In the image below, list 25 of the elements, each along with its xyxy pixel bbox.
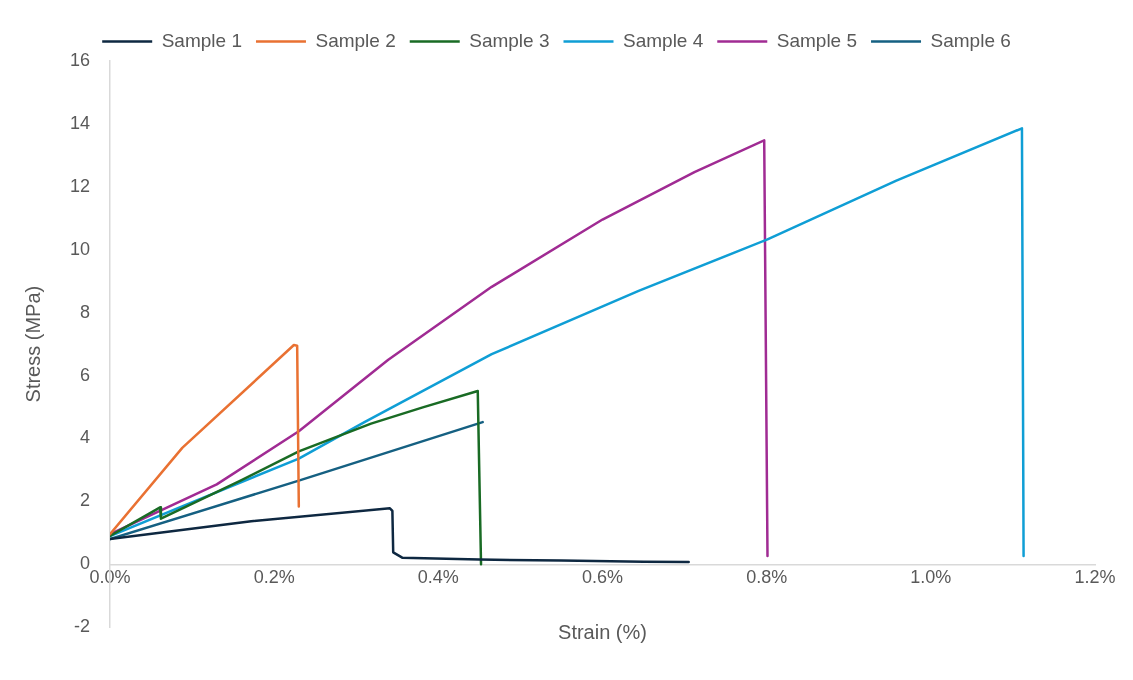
x-tick-label: 0.0% <box>89 567 131 588</box>
y-tick-label: 4 <box>80 427 91 448</box>
legend-label: Sample 2 <box>315 29 396 51</box>
y-tick-label: 0 <box>80 553 91 574</box>
y-tick-label: 10 <box>69 238 91 259</box>
x-tick-label: 0.4% <box>417 567 459 588</box>
y-tick-label: 2 <box>80 490 91 511</box>
y-tick-label: 14 <box>69 112 91 133</box>
y-tick-label: 16 <box>69 49 91 70</box>
x-tick-label: 1.2% <box>1074 567 1116 588</box>
legend-label: Sample 4 <box>623 29 704 51</box>
y-tick-label: 12 <box>69 175 91 196</box>
x-axis-title: Strain (%) <box>558 621 647 644</box>
legend-label: Sample 6 <box>930 29 1011 51</box>
x-tick-label: 0.8% <box>746 567 788 588</box>
x-tick-label: 0.2% <box>253 567 295 588</box>
legend-label: Sample 1 <box>161 29 242 51</box>
legend-label: Sample 3 <box>469 29 550 51</box>
x-tick-label: 1.0% <box>910 567 952 588</box>
legend-label: Sample 5 <box>776 29 858 51</box>
y-tick-label: 6 <box>80 364 91 385</box>
y-tick-label: -2 <box>74 616 91 637</box>
x-tick-label: 0.6% <box>582 567 624 588</box>
y-axis-title: Stress (MPa) <box>21 285 44 403</box>
y-tick-label: 8 <box>80 301 91 322</box>
